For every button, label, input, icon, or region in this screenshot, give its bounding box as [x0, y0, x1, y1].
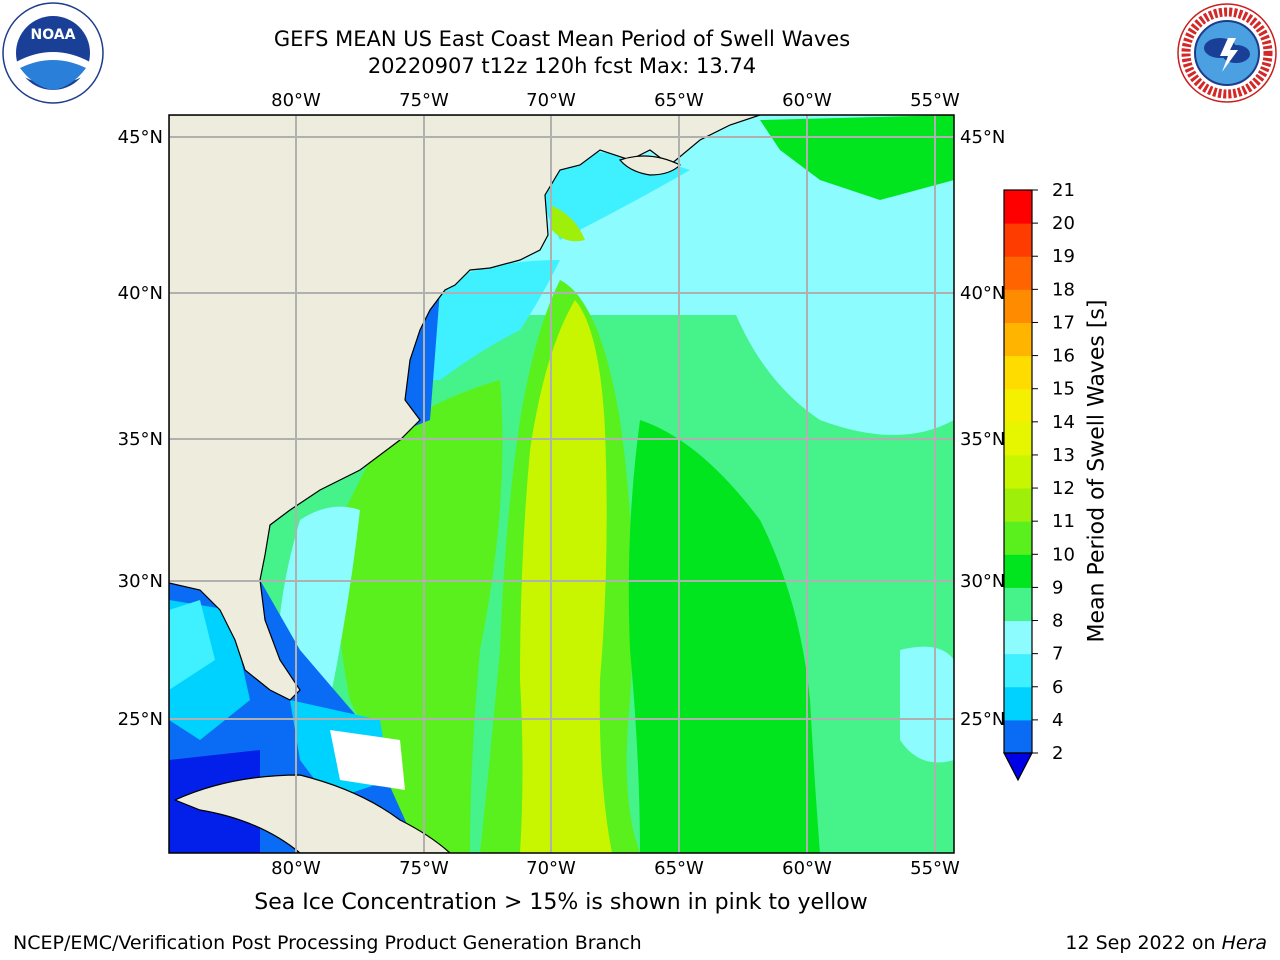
- colorbar-tick-label: 6: [1052, 677, 1063, 698]
- colorbar-segment: [1004, 719, 1032, 754]
- colorbar-tick-label: 9: [1052, 577, 1063, 598]
- graticule: [169, 115, 954, 853]
- land-nova-scotia: [618, 155, 682, 176]
- sea-ice-caption: Sea Ice Concentration > 15% is shown in …: [254, 890, 868, 915]
- colorbar-tick-label: 2: [1052, 743, 1063, 764]
- lat-label: 35°N: [960, 429, 1005, 450]
- lon-label: 75°W: [399, 858, 449, 879]
- lat-label: 30°N: [118, 571, 163, 592]
- colorbar-tick-label: 20: [1052, 213, 1075, 234]
- lat-labels-right: 45°N 40°N 35°N 30°N 25°N: [960, 127, 1005, 730]
- lon-label: 70°W: [526, 858, 576, 879]
- lon-label: 55°W: [910, 858, 960, 879]
- colorbar-tick-label: 21: [1052, 180, 1075, 201]
- colorbar-segment: [1004, 190, 1032, 224]
- colorbar-tick-label: 10: [1052, 544, 1075, 565]
- colorbar-tick-label: 19: [1052, 246, 1075, 267]
- lon-label: 80°W: [271, 858, 321, 879]
- lat-label: 45°N: [960, 127, 1005, 148]
- footer-date-text: 12 Sep 2022 on: [1065, 932, 1222, 954]
- colorbar-segment: [1004, 488, 1032, 522]
- lon-labels-bottom: 80°W 75°W 70°W 65°W 60°W 55°W: [271, 858, 960, 879]
- colorbar-segment: [1004, 686, 1032, 721]
- lat-label: 25°N: [118, 709, 163, 730]
- footer-host: Hera: [1221, 932, 1267, 954]
- colorbar-segment: [1004, 421, 1032, 456]
- land-north-america: [169, 115, 761, 701]
- lat-label: 40°N: [960, 283, 1005, 304]
- lat-label: 40°N: [118, 283, 163, 304]
- chart-title: GEFS MEAN US East Coast Mean Period of S…: [273, 27, 851, 51]
- lon-labels-top: 80°W 75°W 70°W 65°W 60°W 55°W: [271, 90, 960, 111]
- colorbar-segment: [1004, 322, 1032, 357]
- lon-label: 65°W: [654, 90, 704, 111]
- colorbar-tick-label: 8: [1052, 611, 1063, 632]
- colorbar-tick-label: 16: [1052, 346, 1075, 367]
- colorbar-tick-label: 7: [1052, 644, 1063, 665]
- colorbar-segment: [1004, 587, 1032, 622]
- lon-label: 75°W: [399, 90, 449, 111]
- noaa-logo-text: NOAA: [31, 27, 76, 43]
- nws-logo: [1177, 3, 1277, 103]
- colorbar-segment: [1004, 388, 1032, 423]
- lon-label: 80°W: [271, 90, 321, 111]
- footer-date: 12 Sep 2022 on Hera: [1065, 932, 1267, 954]
- lat-label: 30°N: [960, 571, 1005, 592]
- colorbar-tick-label: 17: [1052, 312, 1075, 333]
- colorbar: 2 4 6 7 8 9 10 11 12 13 14 15 16 17 18 19 20 21: [1003, 180, 1075, 782]
- colorbar-tick-label: 14: [1052, 412, 1075, 433]
- land-cuba: [173, 774, 451, 853]
- lat-label: 35°N: [118, 429, 163, 450]
- colorbar-segment: [1004, 256, 1032, 290]
- lat-labels-left: 45°N 40°N 35°N 30°N 25°N: [118, 127, 163, 730]
- lon-label: 65°W: [654, 858, 704, 879]
- colorbar-segment: [1004, 653, 1032, 688]
- colorbar-segment: [1004, 554, 1032, 588]
- colorbar-tick-label: 18: [1052, 279, 1075, 300]
- lon-label: 55°W: [910, 90, 960, 111]
- map-plot-area: [169, 115, 954, 853]
- colorbar-frame: [1003, 189, 1033, 754]
- colorbar-segment: [1004, 289, 1032, 323]
- colorbar-segment: [1004, 521, 1032, 555]
- colorbar-segment: [1004, 454, 1032, 489]
- lon-label: 60°W: [782, 858, 832, 879]
- colorbar-segment: [1004, 620, 1032, 655]
- colorbar-tick-label: 4: [1052, 710, 1063, 731]
- colorbar-tick-label: 12: [1052, 478, 1075, 499]
- lon-label: 60°W: [782, 90, 832, 111]
- colorbar-title: Mean Period of Swell Waves [s]: [1084, 299, 1110, 643]
- colorbar-tick-label: 11: [1052, 511, 1075, 532]
- colorbar-tick-label: 13: [1052, 445, 1075, 466]
- noaa-logo: NOAA: [2, 2, 104, 104]
- chart-subtitle: 20220907 t12z 120h fcst Max: 13.74: [367, 54, 757, 78]
- lat-label: 25°N: [960, 709, 1005, 730]
- colorbar-segment: [1004, 223, 1032, 257]
- footer-credit: NCEP/EMC/Verification Post Processing Pr…: [13, 932, 642, 954]
- lon-label: 70°W: [526, 90, 576, 111]
- map-frame: [168, 114, 955, 854]
- lat-label: 45°N: [118, 127, 163, 148]
- colorbar-tick-label: 15: [1052, 379, 1075, 400]
- colorbar-extend-arrow: [1003, 752, 1033, 782]
- colorbar-segment: [1004, 355, 1032, 390]
